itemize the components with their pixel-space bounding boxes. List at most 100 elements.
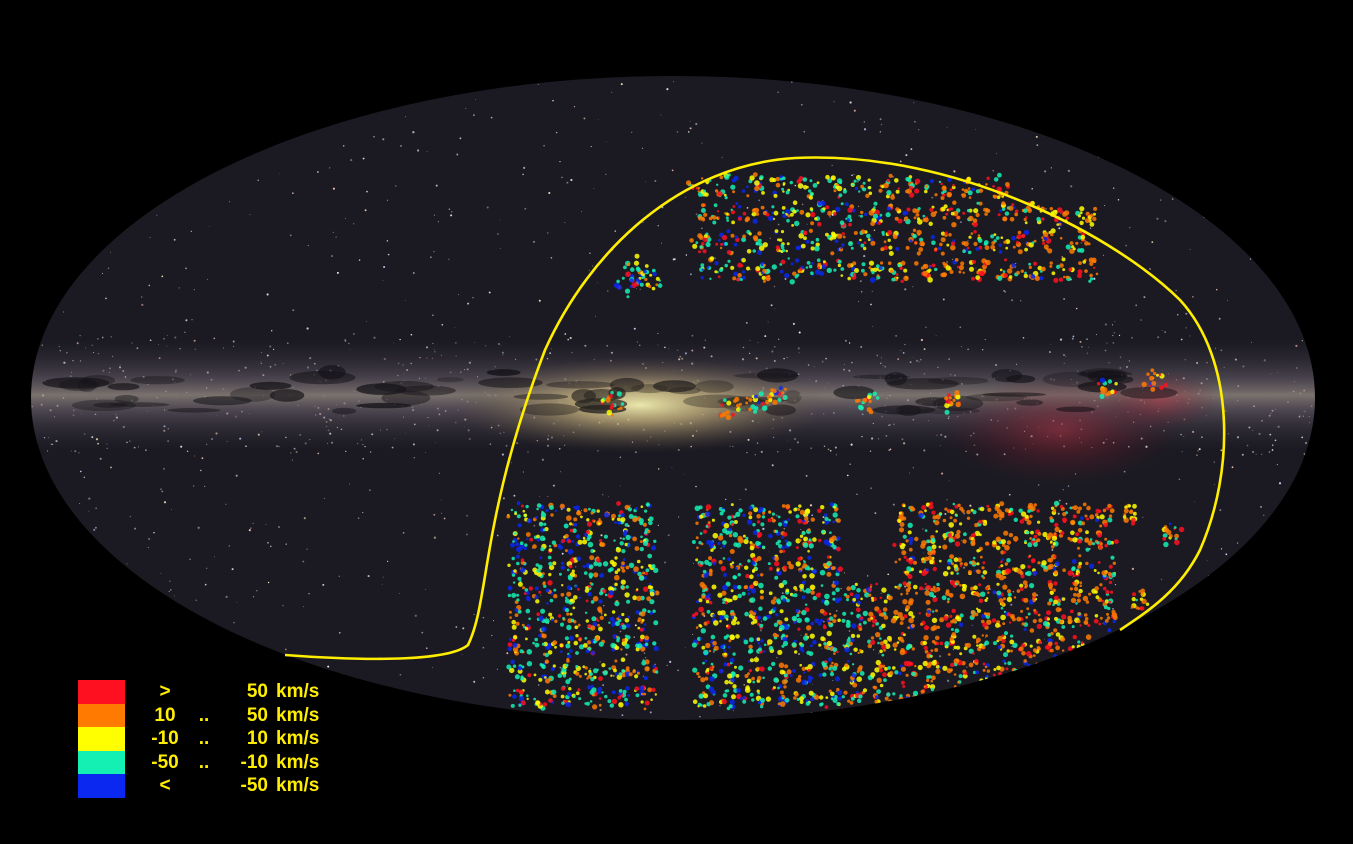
survey-field [968,530,990,553]
legend-row: < -50 km/s [78,774,338,798]
survey-field [560,584,581,605]
survey-field [718,503,743,529]
survey-field [1040,554,1066,577]
survey-field [635,634,659,652]
survey-field [791,607,820,631]
survey-field [632,659,659,681]
legend-value: -10 [240,751,268,773]
survey-field [613,276,642,299]
survey-field [768,580,794,605]
survey-field [582,529,609,554]
survey-field [560,685,582,708]
survey-field [819,555,843,577]
survey-field [1018,502,1041,525]
survey-field [532,502,558,527]
survey-field [1122,503,1138,526]
survey-field [887,260,909,283]
survey-field [584,582,608,604]
survey-field [793,690,820,706]
survey-field [791,580,817,606]
survey-field [995,258,1020,282]
survey-field [894,555,917,580]
survey-field [1096,377,1118,399]
survey-field [717,581,742,605]
survey-field [532,527,558,554]
survey-field [896,503,916,528]
survey-field [939,200,966,228]
survey-field [825,231,846,256]
survey-field [983,233,1011,254]
survey-field [751,205,779,224]
survey-field [918,501,943,526]
survey-field [1041,687,1068,709]
survey-field [1016,607,1043,633]
survey-field [744,552,764,579]
survey-field [892,527,919,556]
survey-field [929,177,956,200]
survey-field [632,528,657,552]
survey-field [1016,554,1041,579]
survey-field [967,555,988,580]
survey-field [508,688,529,708]
survey-field [632,582,660,605]
survey-field [791,633,817,657]
survey-field [765,684,790,707]
survey-field [885,203,911,225]
legend-separator: .. [198,751,210,773]
survey-field [892,631,915,656]
survey-field [866,582,893,604]
survey-field [507,634,533,656]
survey-field [966,684,994,706]
survey-field [867,606,889,631]
survey-field [912,205,938,226]
survey-field [970,583,991,604]
survey-field [533,659,556,684]
survey-field [613,528,633,554]
survey-field [531,580,558,605]
survey-field [767,554,794,580]
survey-field [1042,658,1068,682]
survey-field [890,605,916,630]
survey-field [769,175,793,198]
survey-field [1141,368,1169,392]
survey-field [718,684,744,711]
survey-field [860,201,883,227]
survey-field [532,633,558,658]
legend-row: 10 .. 50 km/s [78,703,338,728]
survey-field [533,689,557,711]
survey-field [961,230,983,255]
survey-field [1067,609,1091,629]
survey-field [796,176,820,200]
survey-field [892,660,918,685]
survey-field [715,229,740,256]
survey-field [691,634,719,656]
survey-field [607,556,635,581]
survey-field [639,268,663,291]
survey-field [719,634,740,658]
legend-value: 50 [246,704,268,726]
survey-field [742,685,765,709]
legend-symbol: -50 [151,751,179,773]
survey-field [510,531,534,553]
survey-field [744,657,765,684]
survey-field [767,504,792,528]
survey-field [854,391,880,415]
survey-field [559,503,583,529]
survey-field [968,258,991,282]
survey-field [507,580,533,604]
velocity-legend: > 50 km/s 10 .. 50 km/s -10 .. 10 km/s -… [78,680,338,798]
survey-field [993,631,1018,658]
survey-field [841,607,868,631]
survey-field [1069,502,1095,526]
legend-swatch [78,680,125,704]
survey-field [692,659,718,683]
survey-field [994,687,1016,710]
survey-field [920,529,942,556]
survey-field [744,606,769,630]
legend-symbol: -10 [151,728,179,749]
survey-field [914,261,938,283]
survey-field [905,228,925,256]
survey-field [1065,228,1091,254]
survey-field [818,657,841,682]
